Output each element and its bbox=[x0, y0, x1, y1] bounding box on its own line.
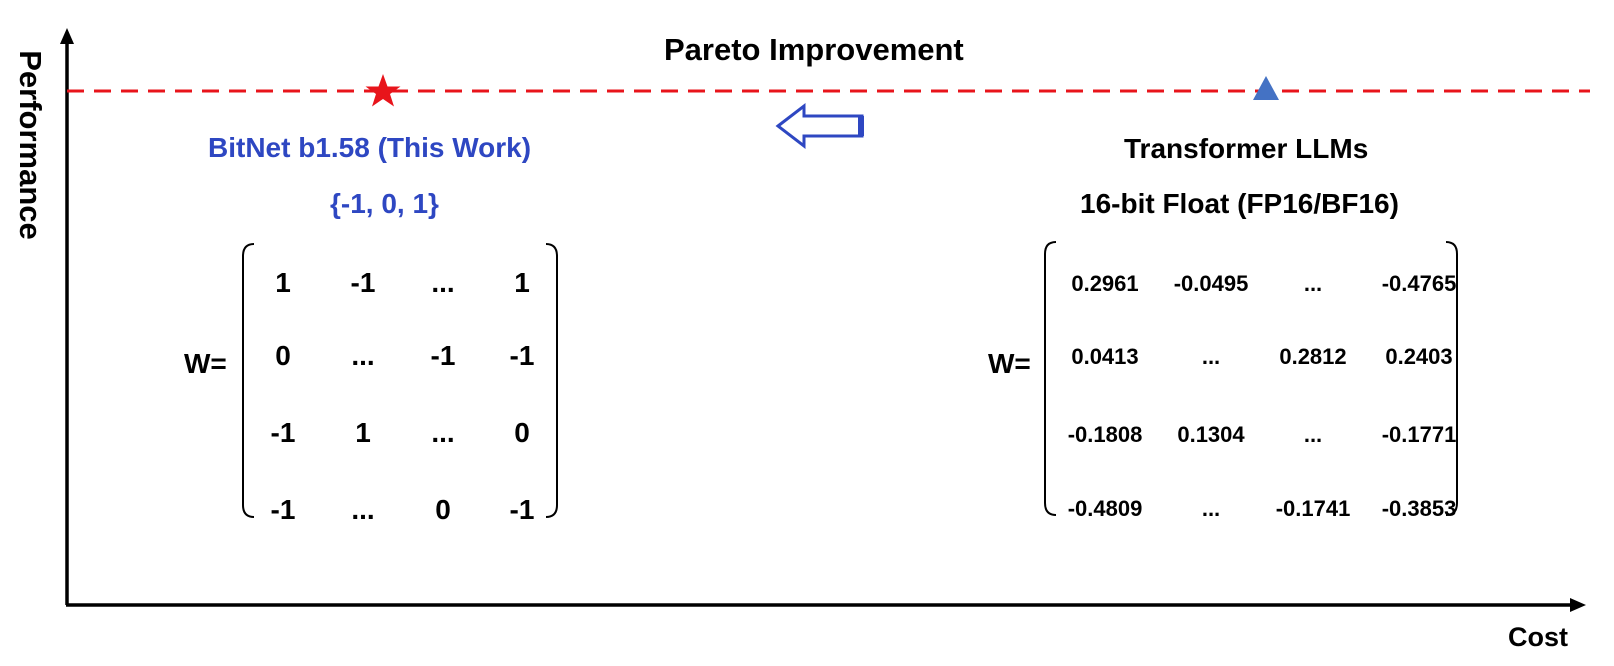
transformer-matrix-cell-r2c1: 0.0413 bbox=[1071, 344, 1139, 369]
transformer-matrix-cell-r4c3: -0.1741 bbox=[1275, 496, 1351, 521]
bitnet-matrix-cell-r2c3: -1 bbox=[430, 340, 456, 371]
bitnet-matrix-cell-r3c2: 1 bbox=[355, 417, 371, 448]
transformer-matrix-cell-r1c1: 0.2961 bbox=[1071, 271, 1139, 296]
bitnet-matrix-cell-r4c4: -1 bbox=[509, 494, 535, 525]
transformer-matrix-cell-r2c2: ... bbox=[1201, 344, 1221, 369]
right-matrix-label: W= bbox=[988, 348, 1031, 379]
transformer-matrix-cell-r1c3: ... bbox=[1303, 271, 1323, 296]
transformer-matrix-cell-r4c2: ... bbox=[1201, 496, 1221, 521]
right-matrix-right-bracket bbox=[1445, 241, 1458, 516]
left-matrix-left-bracket bbox=[242, 243, 255, 518]
transformer-matrix-cell-r1c4: -0.4765 bbox=[1381, 271, 1457, 296]
transformer-matrix-cell-r2c3: 0.2812 bbox=[1279, 344, 1347, 369]
transformer-triangle-marker bbox=[1253, 76, 1279, 100]
bitnet-matrix-cell-r2c4: -1 bbox=[509, 340, 535, 371]
transformer-matrix-cell-r3c2: 0.1304 bbox=[1177, 422, 1245, 447]
bitnet-matrix-cell-r4c2: ... bbox=[351, 494, 375, 525]
bitnet-title: BitNet b1.58 (This Work) bbox=[208, 132, 532, 163]
bitnet-matrix-cell-r3c3: ... bbox=[431, 417, 455, 448]
bitnet-matrix-cell-r1c2: -1 bbox=[350, 267, 376, 298]
bitnet-matrix-cell-r4c1: -1 bbox=[270, 494, 296, 525]
bitnet-matrix-cell-r1c3: ... bbox=[431, 267, 455, 298]
improvement-arrow-icon bbox=[775, 102, 864, 150]
bitnet-matrix-cell-r1c4: 1 bbox=[514, 267, 530, 298]
bitnet-matrix-cell-r3c4: 0 bbox=[514, 417, 530, 448]
transformer-matrix-cell-r3c1: -0.1808 bbox=[1067, 422, 1143, 447]
transformer-matrix-cell-r2c4: 0.2403 bbox=[1385, 344, 1453, 369]
bitnet-matrix-cell-r1c1: 1 bbox=[275, 267, 291, 298]
transformer-matrix-cell-r4c1: -0.4809 bbox=[1067, 496, 1143, 521]
transformer-title: Transformer LLMs bbox=[1124, 133, 1369, 164]
x-axis-arrowhead bbox=[1570, 598, 1586, 612]
transformer-matrix-cell-r1c2: -0.0495 bbox=[1173, 271, 1249, 296]
transformer-matrix-cell-r3c3: ... bbox=[1303, 422, 1323, 447]
arrow-tail-bar bbox=[858, 116, 864, 136]
bitnet-matrix-cell-r2c2: ... bbox=[351, 340, 375, 371]
bitnet-matrix-cell-r2c1: 0 bbox=[275, 340, 291, 371]
diagram-title: Pareto Improvement bbox=[664, 32, 964, 67]
transformer-matrix-cell-r4c4: -0.3853 bbox=[1381, 496, 1457, 521]
transformer-precision: 16-bit Float (FP16/BF16) bbox=[1080, 188, 1399, 219]
x-axis-label: Cost bbox=[1508, 622, 1568, 652]
y-axis-label: Performance bbox=[13, 50, 48, 240]
bitnet-matrix-cell-r4c3: 0 bbox=[435, 494, 451, 525]
bitnet-value-set: {-1, 0, 1} bbox=[330, 188, 439, 219]
left-matrix-label: W= bbox=[184, 348, 227, 379]
bitnet-star-marker bbox=[365, 74, 401, 107]
transformer-matrix-cell-r3c4: -0.1771 bbox=[1381, 422, 1457, 447]
left-matrix-right-bracket bbox=[545, 243, 558, 518]
y-axis-arrowhead bbox=[60, 28, 74, 44]
bitnet-matrix-cell-r3c1: -1 bbox=[270, 417, 296, 448]
right-matrix-left-bracket bbox=[1044, 241, 1057, 516]
